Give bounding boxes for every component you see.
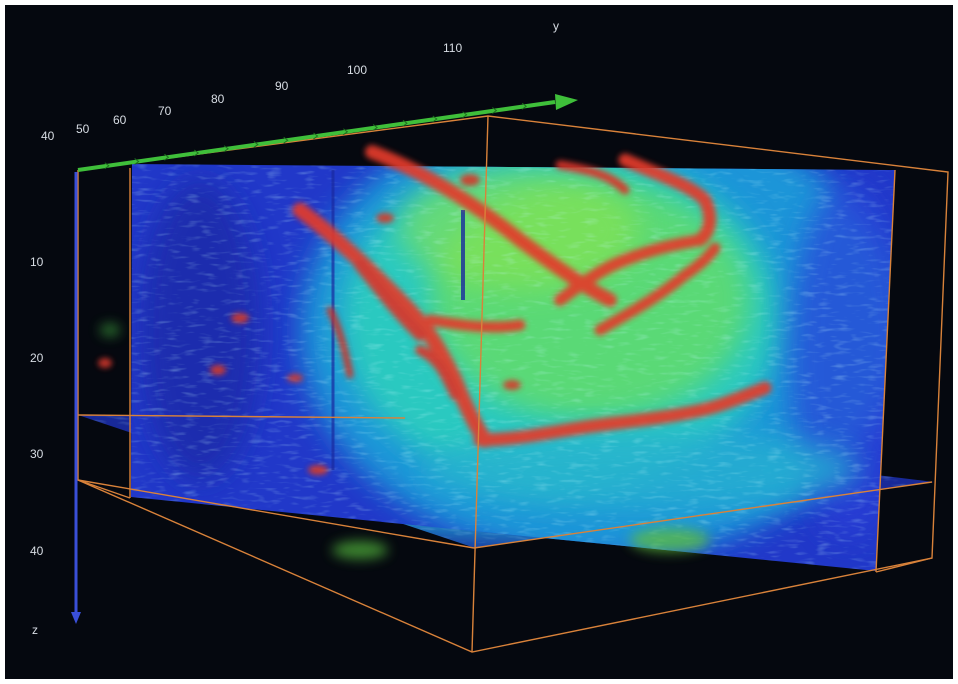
- y-axis-tick-mark: [372, 124, 378, 131]
- y-axis-tick-mark: [521, 102, 528, 110]
- z-tick-label: 20: [30, 351, 44, 365]
- z-tick-label: 10: [30, 255, 44, 269]
- y-tick-label: 70: [158, 104, 172, 118]
- y-axis-label: y: [553, 19, 559, 33]
- y-tick-label: 90: [275, 79, 289, 93]
- y-axis-tick-mark: [193, 149, 200, 157]
- bounding-box: [77, 115, 949, 653]
- z-tick-label: 40: [30, 544, 44, 558]
- y-axis: [77, 94, 578, 172]
- y-axis-tick-mark: [223, 145, 229, 153]
- y-axis-tick-mark: [462, 111, 468, 119]
- subsurface-features: [100, 324, 710, 559]
- y-axis-tick-mark: [432, 115, 438, 123]
- y-axis-tick-mark: [492, 107, 498, 114]
- y-axis-tick-labels: 40 50 60 70 80 90 100 110 y: [41, 19, 559, 143]
- y-tick-label: 80: [211, 92, 225, 106]
- y-axis-tick-mark: [134, 158, 140, 165]
- z-axis: [71, 172, 81, 624]
- y-tick-label: 60: [113, 113, 127, 127]
- y-axis-tick-mark: [402, 119, 408, 127]
- high-intensity-features: [98, 145, 772, 475]
- z-tick-label: 30: [30, 447, 44, 461]
- z-axis-label: z: [32, 623, 38, 637]
- y-axis-tick-mark: [104, 162, 110, 170]
- y-axis-tick-mark: [253, 141, 259, 148]
- z-axis-tick-labels: 10 20 30 40 z: [30, 255, 44, 637]
- y-tick-label: 100: [347, 63, 367, 77]
- y-tick-label: 110: [443, 41, 462, 55]
- vertical-slice: [131, 164, 895, 571]
- y-tick-label: 50: [76, 122, 90, 136]
- y-axis-tick-mark: [283, 136, 289, 144]
- y-tick-label: 40: [41, 129, 55, 143]
- y-axis-tick-mark: [164, 153, 170, 161]
- y-axis-tick-mark: [343, 128, 349, 136]
- y-axis-tick-mark: [313, 132, 319, 140]
